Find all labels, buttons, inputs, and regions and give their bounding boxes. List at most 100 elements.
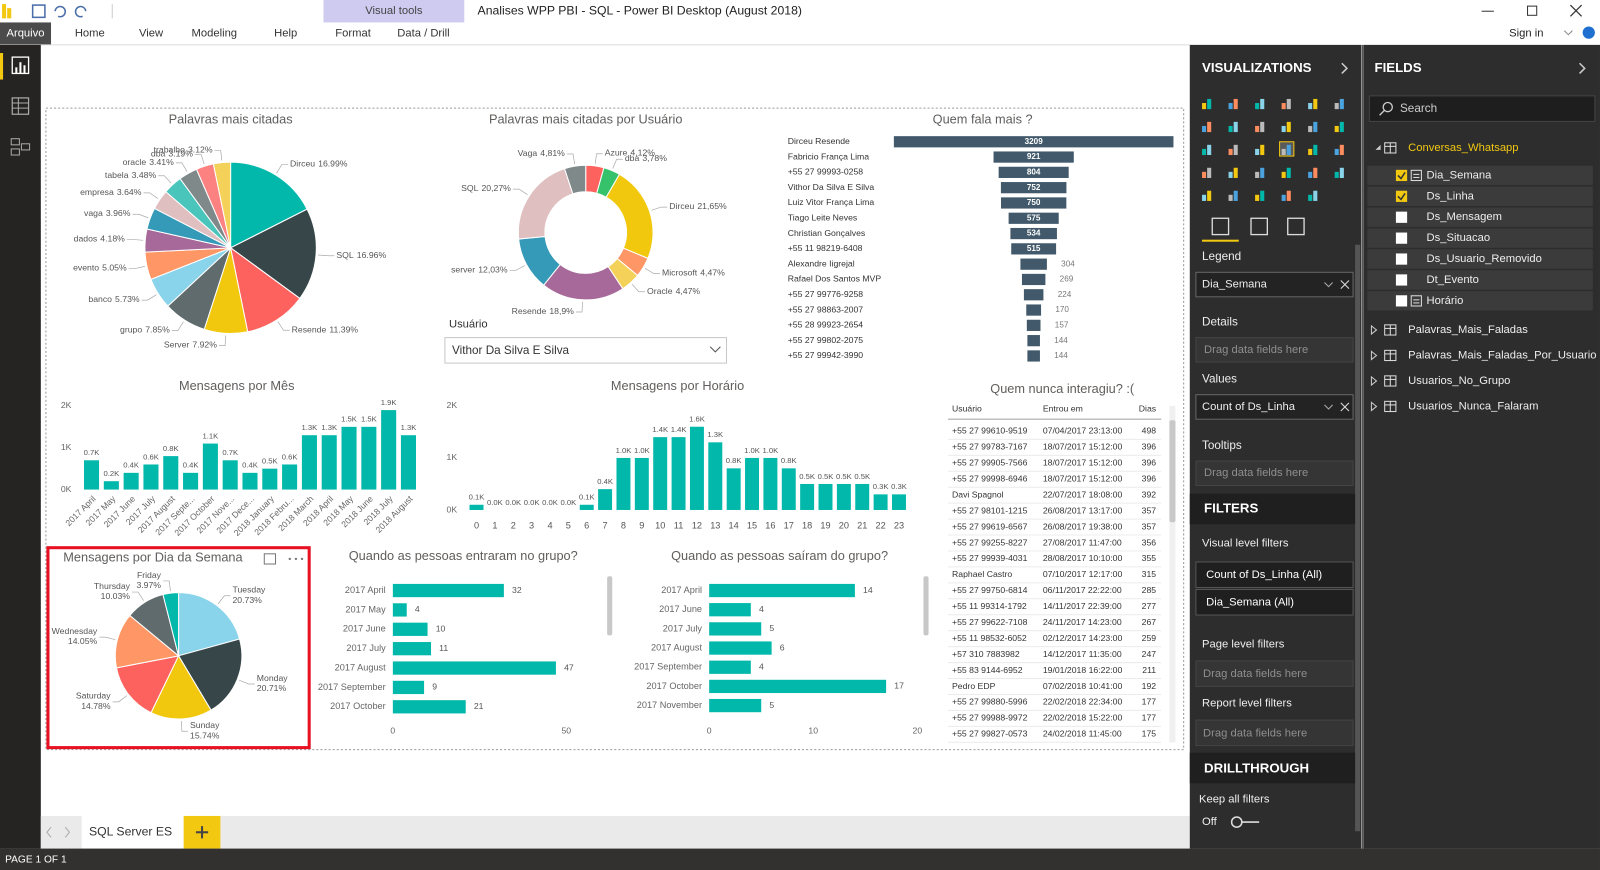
pane-tab-icon[interactable] [1287, 217, 1305, 236]
column[interactable] [242, 472, 258, 490]
ribbon-tab[interactable]: Data / Drill [397, 28, 449, 40]
column[interactable] [183, 472, 199, 490]
slicer-dropdown[interactable] [444, 337, 728, 364]
column[interactable] [616, 457, 631, 510]
column[interactable] [653, 437, 668, 510]
well-field-remove[interactable] [1340, 280, 1350, 290]
bar[interactable] [709, 622, 762, 636]
column[interactable] [202, 443, 218, 490]
pie-slice[interactable] [115, 655, 180, 714]
field-name[interactable]: Dia_Semana [1427, 169, 1493, 181]
column[interactable] [143, 464, 159, 490]
pie-slice[interactable] [114, 614, 180, 669]
bar[interactable] [709, 660, 751, 674]
bar[interactable] [709, 679, 887, 694]
field-checkbox[interactable] [1395, 253, 1408, 265]
ribbon-tab[interactable]: Home [75, 28, 105, 40]
bar[interactable] [392, 603, 407, 617]
funnel-bar[interactable] [1027, 335, 1040, 347]
column[interactable] [634, 457, 649, 510]
table-name[interactable]: Palavras_Mais_Faladas_Por_Usuario [1408, 349, 1596, 361]
column[interactable] [84, 460, 100, 490]
field-checkbox[interactable] [1395, 211, 1408, 223]
pie-slice[interactable] [178, 592, 241, 657]
column[interactable] [262, 468, 278, 490]
column[interactable] [891, 494, 906, 510]
field-checkbox[interactable] [1395, 274, 1408, 286]
bar[interactable] [392, 700, 466, 714]
column[interactable] [873, 494, 888, 510]
focus-mode-icon[interactable] [263, 553, 277, 565]
bar[interactable] [709, 583, 855, 598]
table-name[interactable]: Usuarios_Nunca_Falaram [1408, 400, 1538, 412]
column[interactable] [745, 457, 760, 510]
next-page[interactable] [64, 826, 71, 838]
ribbon-tab[interactable]: Help [274, 28, 297, 40]
ribbon-tab[interactable]: Modeling [192, 28, 238, 40]
bar[interactable] [392, 661, 556, 675]
bar[interactable] [392, 622, 428, 636]
funnel-bar[interactable] [1010, 227, 1057, 240]
table-name[interactable]: Usuarios_No_Grupo [1408, 375, 1510, 387]
bar[interactable] [709, 698, 762, 713]
donut-slice[interactable] [563, 164, 587, 195]
field-checkbox[interactable] [1395, 169, 1408, 182]
expand-caret[interactable] [1370, 350, 1378, 361]
filter-card-label[interactable]: Dia_Semana (All) [1206, 597, 1294, 609]
column[interactable] [708, 442, 723, 510]
field-name[interactable]: Ds_Mensagem [1427, 211, 1502, 223]
column[interactable] [818, 483, 833, 510]
pie-slice[interactable] [177, 638, 243, 711]
column-header[interactable]: Dias [1139, 403, 1157, 413]
well-field-dropdown[interactable] [1324, 404, 1334, 410]
more-options-icon[interactable] [294, 557, 298, 561]
column[interactable] [726, 468, 741, 510]
column[interactable] [381, 410, 397, 490]
well-field-remove[interactable] [1340, 402, 1350, 412]
field-name[interactable]: Dt_Evento [1427, 274, 1479, 286]
field-checkbox[interactable] [1395, 295, 1408, 307]
bar[interactable] [392, 680, 425, 695]
help-icon[interactable] [1582, 26, 1595, 39]
column[interactable] [598, 489, 613, 510]
pane-tab-icon[interactable] [1211, 217, 1230, 236]
column[interactable] [103, 481, 119, 490]
funnel-bar[interactable] [1000, 182, 1067, 194]
column[interactable] [689, 426, 704, 510]
column[interactable] [341, 426, 357, 490]
funnel-bar[interactable] [1026, 319, 1041, 331]
well-field-name[interactable]: Dia_Semana [1202, 279, 1268, 291]
funnel-bar[interactable] [1020, 258, 1047, 270]
slicer-value[interactable]: Vithor Da Silva E Silva [452, 344, 570, 357]
funnel-bar[interactable] [1011, 243, 1057, 255]
more-options-icon[interactable] [300, 557, 304, 561]
column[interactable] [763, 457, 778, 510]
toggle-knob[interactable] [1230, 816, 1243, 828]
pane-tab-icon[interactable] [1250, 217, 1269, 236]
column[interactable] [671, 437, 686, 510]
column-header[interactable]: Usuário [952, 403, 982, 413]
bar[interactable] [392, 583, 504, 598]
column[interactable] [781, 468, 796, 510]
chevron[interactable] [1341, 62, 1349, 74]
column[interactable] [361, 426, 377, 490]
expand-caret[interactable] [1370, 401, 1378, 412]
page-tab-label[interactable]: SQL Server ES [89, 824, 172, 838]
column-header[interactable]: Entrou em [1043, 403, 1083, 413]
pie-slice[interactable] [150, 654, 212, 720]
column[interactable] [222, 460, 238, 490]
column[interactable] [800, 483, 815, 510]
funnel-bar[interactable] [1026, 304, 1042, 316]
expand-caret[interactable] [1370, 324, 1378, 336]
column[interactable] [836, 483, 851, 510]
column[interactable] [400, 435, 416, 490]
redo-icon[interactable] [74, 5, 87, 18]
well-field-dropdown[interactable] [1324, 282, 1334, 288]
close-button[interactable] [1569, 4, 1583, 17]
expand-caret[interactable] [1370, 375, 1378, 387]
column[interactable] [579, 504, 594, 510]
column[interactable] [301, 435, 317, 490]
sign-in[interactable]: Sign in [1509, 28, 1543, 40]
well-field-name[interactable]: Count of Ds_Linha [1202, 401, 1296, 413]
prev-page[interactable] [46, 826, 52, 838]
